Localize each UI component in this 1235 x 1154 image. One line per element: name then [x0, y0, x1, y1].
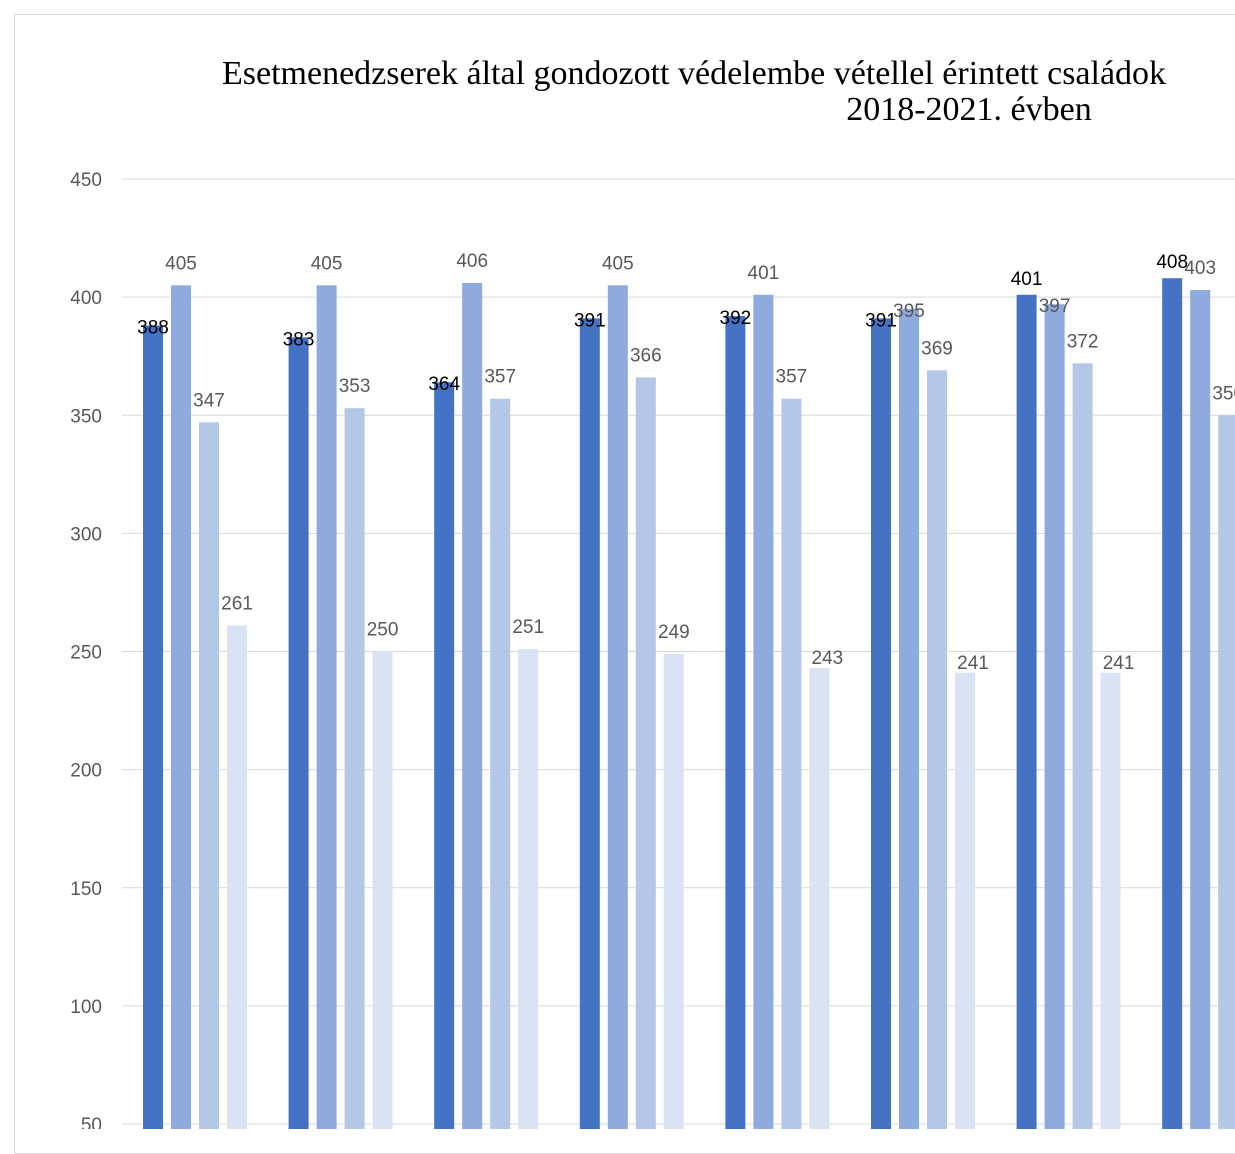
data-label: 401: [748, 263, 780, 284]
data-label: 369: [921, 338, 953, 359]
bar-series-1: [579, 318, 600, 1129]
data-label: 243: [812, 648, 844, 669]
y-tick-label: 100: [70, 997, 102, 1018]
data-label: 241: [957, 653, 989, 674]
data-label: 391: [865, 310, 897, 331]
bar-series-1: [434, 382, 455, 1129]
data-label: 392: [720, 308, 752, 329]
data-label: 405: [602, 253, 634, 274]
y-tick-label: 300: [70, 524, 102, 545]
bar-series-2: [1190, 290, 1211, 1129]
bar-series-3: [927, 370, 947, 1129]
y-tick-label: 150: [70, 879, 102, 900]
bar-series-1: [143, 325, 163, 1129]
bar-series-2: [753, 294, 774, 1129]
bar-series-1: [288, 337, 309, 1129]
data-label: 249: [658, 622, 690, 643]
data-label: 357: [776, 367, 808, 388]
data-labels: 388 383 364 391 392 391 401 408 405 405 406 405 401 3…: [137, 251, 1235, 674]
bar-series-3: [1218, 415, 1235, 1129]
y-tick-label: 200: [70, 761, 102, 782]
chart-title: Esetmenedzserek által gondozott védelemb…: [222, 55, 1166, 92]
bar-series-3: [490, 398, 511, 1129]
bar-series-2: [316, 285, 337, 1129]
chart-subtitle: 2018-2021. évben: [846, 91, 1092, 128]
data-label: 366: [630, 345, 662, 366]
data-label: 241: [1103, 653, 1135, 674]
y-axis-ticks: 50 100 150 200 250 300 350 400 450: [70, 170, 102, 1129]
bar-series-1: [1162, 278, 1183, 1129]
bar-series-1: [871, 318, 891, 1129]
bar-series-1: [725, 316, 746, 1129]
bar-series-3: [781, 398, 802, 1129]
data-label: 405: [165, 253, 197, 274]
bar-chart: Esetmenedzserek által gondozott védelemb…: [70, 55, 1235, 1129]
bar-series-2: [171, 285, 191, 1129]
data-label: 261: [221, 594, 253, 615]
data-label: 250: [367, 620, 399, 641]
y-tick-label: 400: [70, 288, 102, 309]
bar-series-3: [1072, 363, 1093, 1129]
bar-series-4: [372, 651, 393, 1129]
data-label: 347: [193, 390, 225, 411]
y-tick-label: 350: [70, 406, 102, 427]
data-label: 353: [339, 376, 371, 397]
bar-series-2: [1044, 304, 1065, 1129]
data-label: 383: [283, 329, 315, 350]
y-tick-label: 450: [70, 170, 102, 191]
bar-series-4: [227, 625, 247, 1129]
bar-series-3: [199, 422, 219, 1129]
data-label: 408: [1156, 252, 1188, 273]
y-tick-label: 250: [70, 643, 102, 664]
bar-series-4: [1100, 672, 1121, 1129]
bar-series-1: [1016, 294, 1037, 1129]
y-tick-label: 50: [81, 1115, 102, 1129]
bar-series-3: [635, 377, 656, 1129]
data-label: 405: [311, 253, 343, 274]
data-label: 372: [1067, 331, 1099, 352]
data-label: 388: [137, 317, 169, 338]
data-label: 357: [484, 367, 516, 388]
bar-series-2: [607, 285, 628, 1129]
bar-series-3: [344, 408, 365, 1129]
bar-series-2: [462, 282, 483, 1129]
data-label: 403: [1184, 258, 1216, 279]
data-label: 406: [456, 251, 488, 272]
data-label: 401: [1011, 269, 1043, 290]
data-label: 251: [512, 617, 544, 638]
data-label: 397: [1039, 296, 1071, 317]
bar-series-2: [899, 308, 919, 1129]
bars: [143, 278, 1235, 1129]
bar-series-4: [955, 672, 975, 1129]
gridlines: [122, 178, 1235, 1125]
data-label: 391: [574, 310, 606, 331]
data-label: 364: [428, 374, 460, 395]
bar-series-4: [518, 649, 539, 1129]
data-label: 395: [893, 301, 925, 322]
bar-series-4: [809, 668, 830, 1129]
data-label: 350: [1212, 383, 1235, 404]
bar-series-4: [663, 653, 684, 1129]
